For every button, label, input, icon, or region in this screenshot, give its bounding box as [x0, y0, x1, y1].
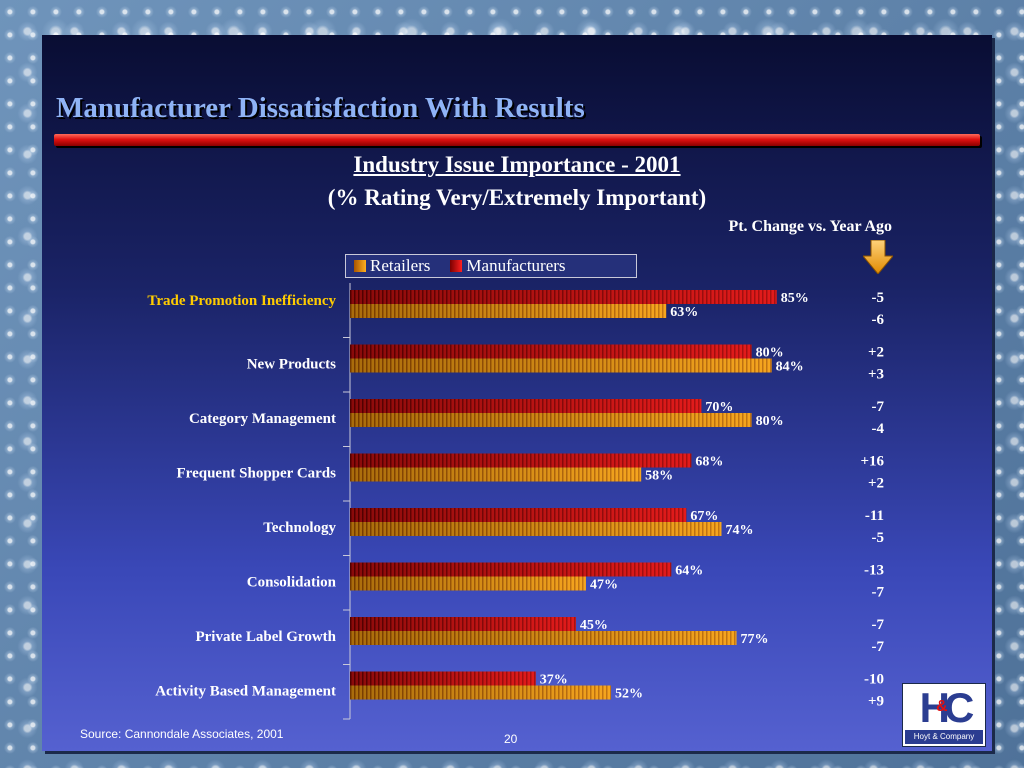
bar-retailers-shade — [350, 467, 642, 482]
category-label: Category Management — [189, 411, 336, 427]
hoyt-company-logo: HC & Hoyt & Company — [902, 683, 986, 747]
pt-change-header: Pt. Change vs. Year Ago — [728, 218, 892, 235]
legend-label-manufacturers: Manufacturers — [466, 256, 566, 275]
data-label-retailers: 58% — [645, 469, 673, 484]
pt-change-retailers: -6 — [872, 312, 885, 328]
slide-panel: Manufacturer Dissatisfaction With Result… — [42, 35, 992, 751]
category-label: Private Label Growth — [195, 629, 336, 645]
slide-title: Manufacturer Dissatisfaction With Result… — [56, 92, 585, 124]
bar-retailers-shade — [350, 522, 722, 536]
legend-item-retailers: Retailers — [354, 256, 430, 276]
pt-change-manufacturers: -5 — [872, 290, 885, 306]
bar-manufacturers-shade — [350, 562, 672, 577]
data-label-retailers: 80% — [756, 414, 784, 429]
category-label: Trade Promotion Inefficiency — [147, 293, 336, 309]
logo-caption: Hoyt & Company — [905, 730, 983, 744]
bar-retailers-shade — [350, 576, 586, 591]
bar-manufacturers-shade — [350, 617, 576, 631]
legend-label-retailers: Retailers — [370, 256, 431, 275]
bar-manufacturers-shade — [350, 399, 702, 413]
data-label-retailers: 74% — [725, 523, 753, 538]
data-label-retailers: 47% — [590, 578, 618, 593]
logo-ampersand: & — [936, 698, 948, 715]
data-label-manufacturers: 37% — [540, 673, 568, 688]
pt-change-manufacturers: -7 — [872, 399, 885, 415]
chart-title: Industry Issue Importance - 2001 — [353, 152, 681, 177]
pt-change-retailers: +3 — [868, 367, 884, 383]
data-label-retailers: 63% — [670, 305, 698, 320]
data-label-retailers: 84% — [776, 360, 804, 375]
pt-change-manufacturers: -7 — [872, 617, 885, 633]
pt-change-manufacturers: +2 — [868, 345, 884, 361]
data-label-retailers: 77% — [741, 632, 769, 647]
bar-manufacturers-shade — [350, 671, 536, 686]
data-label-retailers: 52% — [615, 687, 643, 702]
legend-item-manufacturers: Manufacturers — [450, 256, 566, 276]
data-label-manufacturers: 70% — [705, 400, 733, 415]
pt-change-retailers: -5 — [872, 530, 885, 546]
pt-change-retailers: +2 — [868, 476, 884, 492]
bar-manufacturers-shade — [350, 508, 687, 522]
bar-retailers-shade — [350, 413, 752, 427]
pt-change-retailers: -7 — [872, 639, 885, 655]
legend-swatch-retailers — [354, 260, 366, 272]
data-label-manufacturers: 64% — [675, 564, 703, 579]
pt-change-manufacturers: -11 — [865, 508, 884, 524]
bar-manufacturers-shade — [350, 344, 752, 359]
chart-subtitle: (% Rating Very/Extremely Important) — [327, 185, 707, 210]
bar-retailers-shade — [350, 685, 612, 700]
category-label: Frequent Shopper Cards — [177, 466, 337, 482]
category-label: New Products — [247, 357, 336, 373]
category-label: Technology — [263, 520, 336, 536]
logo-mark: HC — [919, 684, 975, 731]
bar-manufacturers-shade — [350, 453, 692, 468]
pt-change-manufacturers: -10 — [864, 672, 884, 688]
data-label-manufacturers: 85% — [781, 291, 809, 306]
title-rule — [54, 134, 980, 146]
pt-change-manufacturers: -13 — [864, 563, 884, 579]
pt-change-retailers: -4 — [872, 421, 885, 437]
page-number: 20 — [504, 732, 518, 746]
bar-retailers-shade — [350, 304, 667, 318]
category-label: Consolidation — [247, 575, 337, 591]
pt-change-retailers: +9 — [868, 694, 884, 710]
chart-legend: Retailers Manufacturers — [345, 254, 637, 278]
legend-swatch-manufacturers — [450, 260, 463, 272]
data-label-manufacturers: 68% — [695, 455, 723, 470]
bar-manufacturers-shade — [350, 290, 777, 304]
data-label-manufacturers: 67% — [690, 509, 718, 524]
pt-change-manufacturers: +16 — [860, 454, 884, 470]
down-arrow-icon — [863, 240, 893, 274]
bar-retailers-shade — [350, 358, 772, 373]
pt-change-retailers: -7 — [872, 585, 885, 601]
chart-plot-area: Trade Promotion Inefficiency 85% 63% -5 -6 Ne… — [147, 283, 885, 720]
category-label: Activity Based Management — [155, 684, 336, 700]
bar-chart: Trade Promotion Inefficiency 85% 63% -5 -6 Ne… — [147, 283, 885, 720]
data-label-manufacturers: 45% — [580, 618, 608, 633]
source-note: Source: Cannondale Associates, 2001 — [80, 727, 284, 741]
bar-retailers-shade — [350, 631, 737, 645]
data-label-manufacturers: 80% — [756, 346, 784, 361]
